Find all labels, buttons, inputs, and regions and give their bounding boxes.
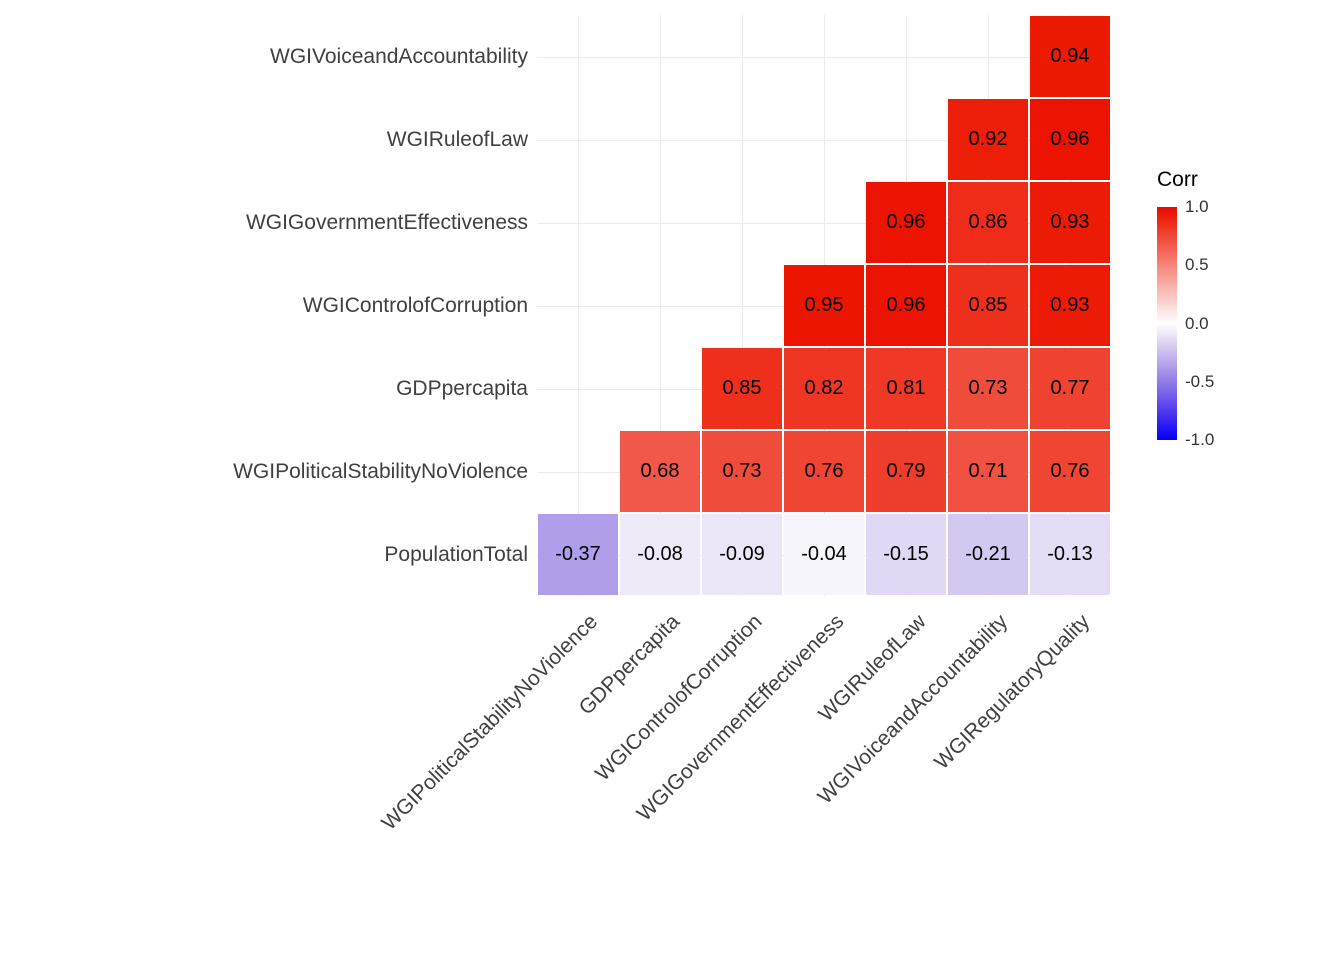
x-axis-label: WGIRegulatoryQuality (930, 610, 1095, 774)
y-axis-label: GDPpercapita (396, 376, 528, 400)
heatmap-cell: -0.04 (784, 514, 864, 595)
heatmap-cell: 0.85 (702, 348, 782, 429)
heatmap-cell: 0.85 (948, 265, 1028, 346)
gridline-horizontal (537, 56, 1111, 58)
y-axis-label: WGIRuleofLaw (386, 127, 528, 151)
legend: Corr 1.0 0.5 0.0 -0.5 -1.0 (1150, 168, 1344, 478)
heatmap-cell: 0.71 (948, 431, 1028, 512)
y-axis-label: WGIVoiceandAccountability (270, 44, 528, 68)
gridline-horizontal (537, 222, 1111, 224)
legend-title: Corr (1157, 168, 1198, 191)
heatmap-cell: 0.93 (1030, 182, 1110, 263)
heatmap-cell: 0.96 (1030, 99, 1110, 180)
heatmap-cell: 0.77 (1030, 348, 1110, 429)
heatmap-cell: 0.86 (948, 182, 1028, 263)
heatmap-cell: 0.68 (620, 431, 700, 512)
y-axis-label: WGIGovernmentEffectiveness (245, 210, 528, 234)
heatmap-cell: 0.79 (866, 431, 946, 512)
heatmap-cell: 0.76 (784, 431, 864, 512)
y-axis-label: PopulationTotal (384, 542, 528, 566)
heatmap-cell: 0.76 (1030, 431, 1110, 512)
legend-tick-label: 0.5 (1185, 255, 1209, 275)
heatmap-cell: -0.08 (620, 514, 700, 595)
heatmap-cell: 0.96 (866, 265, 946, 346)
legend-tick-label: -0.5 (1185, 371, 1215, 391)
y-axis-label: WGIPoliticalStabilityNoViolence (233, 459, 528, 483)
heatmap-cell: -0.21 (948, 514, 1028, 595)
heatmap-cell: -0.37 (538, 514, 618, 595)
x-axis-label: WGIControlofCorruption (590, 610, 767, 786)
heatmap-cell: 0.92 (948, 99, 1028, 180)
heatmap-cell: -0.15 (866, 514, 946, 595)
heatmap-cell: 0.81 (866, 348, 946, 429)
y-axis-label: WGIControlofCorruption (302, 293, 528, 317)
legend-tick-label: -1.0 (1185, 430, 1215, 449)
heatmap-cell: -0.09 (702, 514, 782, 595)
legend-tick-label: 0.0 (1185, 313, 1209, 333)
heatmap-cell: 0.93 (1030, 265, 1110, 346)
heatmap-cell: 0.95 (784, 265, 864, 346)
legend-gradient-bar (1157, 207, 1177, 440)
gridline-horizontal (537, 139, 1111, 141)
heatmap-cell: -0.13 (1030, 514, 1110, 595)
legend-tick-label: 1.0 (1185, 197, 1209, 216)
heatmap-cell: 0.94 (1030, 16, 1110, 97)
x-axis-label: WGIPoliticalStabilityNoViolence (377, 610, 603, 835)
heatmap-cell: 0.96 (866, 182, 946, 263)
heatmap-cell: 0.82 (784, 348, 864, 429)
heatmap-cell: 0.73 (948, 348, 1028, 429)
heatmap-cell: 0.73 (702, 431, 782, 512)
